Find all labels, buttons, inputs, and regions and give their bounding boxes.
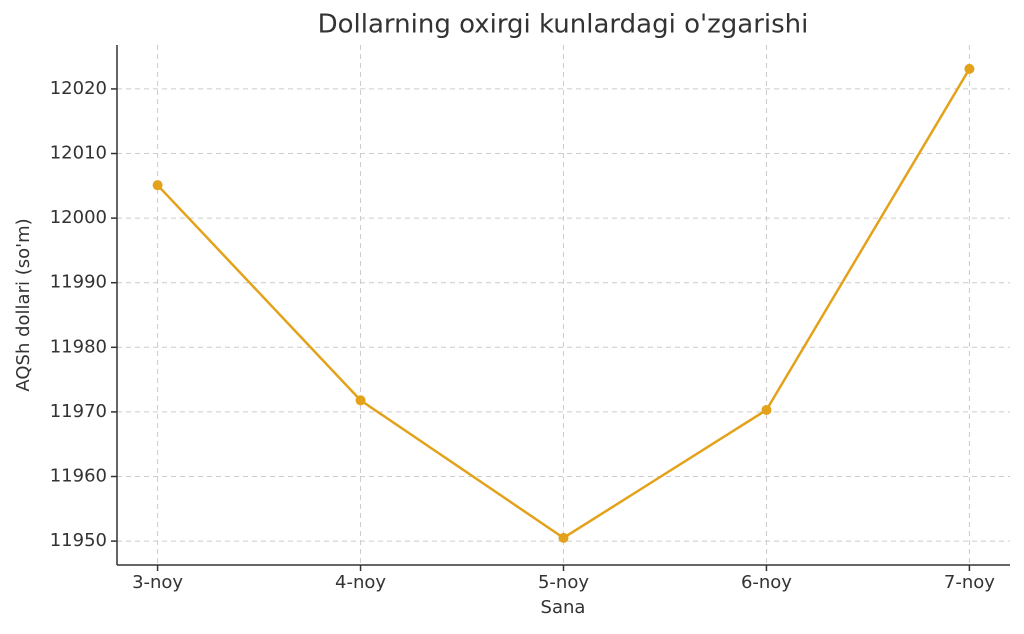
y-tick-label: 11980 — [50, 336, 107, 357]
x-tick-label: 4-noy — [335, 572, 386, 593]
y-tick-label: 11990 — [50, 272, 107, 293]
y-tick-label: 11950 — [50, 530, 107, 551]
point — [964, 63, 975, 74]
y-tick-label: 12020 — [50, 78, 107, 99]
x-tick-label: 7-noy — [944, 572, 995, 593]
y-tick-label: 11970 — [50, 401, 107, 422]
point — [355, 395, 366, 406]
y-tick-label: 11960 — [50, 466, 107, 487]
chart-title: Dollarning oxirgi kunlardagi o'zgarishi — [318, 10, 809, 40]
point — [761, 404, 772, 415]
y-tick-label: 12010 — [50, 143, 107, 164]
x-tick-label: 6-noy — [741, 572, 792, 593]
x-axis-label: Sana — [541, 597, 586, 618]
point — [152, 180, 163, 191]
x-tick-label: 5-noy — [538, 572, 589, 593]
point — [558, 532, 569, 543]
y-tick-label: 12000 — [50, 207, 107, 228]
y-axis-label: AQSh dollari (so'm) — [13, 218, 34, 391]
x-tick-label: 3-noy — [132, 572, 183, 593]
